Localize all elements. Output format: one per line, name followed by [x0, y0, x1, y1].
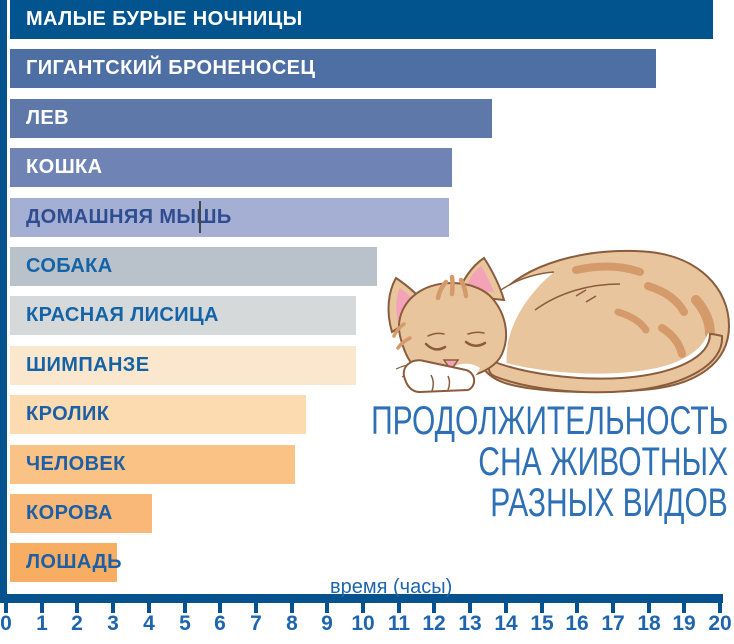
tick-label: 1 [36, 612, 48, 635]
text-cursor [199, 201, 201, 233]
axis-tick [40, 603, 44, 613]
tick-label: 14 [494, 612, 518, 635]
tick-label: 16 [565, 612, 589, 635]
axis-tick [397, 603, 401, 613]
tick-label: 13 [458, 612, 482, 635]
title-line: РАЗНЫХ ВИДОВ [490, 481, 728, 525]
tick-label: 4 [143, 612, 155, 635]
bar-row: СОБАКА [10, 247, 377, 286]
bar-row: ЛЕВ [10, 99, 492, 138]
title-line: ПРОДОЛЖИТЕЛЬНОСТЬ [370, 399, 728, 443]
tick-label: 7 [250, 612, 262, 635]
axis-tick [432, 603, 436, 613]
axis-tick [718, 603, 722, 613]
tick-label: 19 [672, 612, 696, 635]
sleeping-cat-illustration [387, 249, 731, 394]
bar-row: ЧЕЛОВЕК [10, 445, 295, 484]
bar-label: ЛОШАДЬ [26, 551, 122, 573]
axis-tick [575, 603, 579, 613]
axis-tick [504, 603, 508, 613]
bar-label: КРОЛИК [26, 403, 110, 425]
axis-tick [611, 603, 615, 613]
tick-label: 0 [0, 612, 12, 635]
axis-tick [75, 603, 79, 613]
bar-label: ЧЕЛОВЕК [26, 453, 126, 475]
axis-tick [540, 603, 544, 613]
bar-row: ГИГАНТСКИЙ БРОНЕНОСЕЦ [10, 49, 656, 88]
bar-row: ШИМПАНЗЕ [10, 346, 356, 385]
bar-label: ГИГАНТСКИЙ БРОНЕНОСЕЦ [26, 57, 316, 79]
axis-tick [254, 603, 258, 613]
axis-tick [290, 603, 294, 613]
tick-label: 12 [422, 612, 446, 635]
tick-label: 11 [387, 612, 411, 635]
tick-label: 17 [601, 612, 625, 635]
tick-label: 10 [351, 612, 375, 635]
bar-label: КОШКА [26, 156, 103, 178]
axis-tick [4, 603, 8, 613]
bar-label: ЛЕВ [26, 107, 70, 129]
tick-label: 9 [321, 612, 333, 635]
bar-row: КОРОВА [10, 494, 152, 533]
axis-tick [468, 603, 472, 613]
y-axis-line [0, 0, 7, 603]
tick-label: 5 [179, 612, 191, 635]
chart-title: ПРОДОЛЖИТЕЛЬНОСТЬ СНА ЖИВОТНЫХ РАЗНЫХ ВИДО… [252, 401, 728, 524]
axis-tick [682, 603, 686, 613]
bar-label: КОРОВА [26, 502, 113, 524]
tick-label: 20 [708, 612, 732, 635]
x-axis-title: время (часы) [330, 576, 453, 598]
axis-tick [147, 603, 151, 613]
axis-tick [218, 603, 222, 613]
bar-label: ШИМПАНЗЕ [26, 354, 150, 376]
bar-row: КОШКА [10, 148, 452, 187]
bars-container: МАЛЫЕ БУРЫЕ НОЧНИЦЫ ГИГАНТСКИЙ БРОНЕНОСЕЦ… [10, 0, 713, 582]
tick-label: 18 [637, 612, 661, 635]
bar-label: СОБАКА [26, 255, 113, 277]
axis-tick [183, 603, 187, 613]
tick-label: 8 [286, 612, 298, 635]
tick-label: 3 [107, 612, 119, 635]
tick-label: 6 [214, 612, 226, 635]
axis-tick [111, 603, 115, 613]
x-axis-line [0, 594, 723, 603]
bar-row: КРАСНАЯ ЛИСИЦА [10, 296, 356, 335]
tick-label: 15 [530, 612, 554, 635]
bar-row: ЛОШАДЬ [10, 543, 122, 582]
axis-tick [647, 603, 651, 613]
bar-label: МАЛЫЕ БУРЫЕ НОЧНИЦЫ [26, 8, 303, 30]
bar-row: КРОЛИК [10, 395, 306, 434]
bar-row: МАЛЫЕ БУРЫЕ НОЧНИЦЫ [10, 0, 713, 39]
axis-tick [325, 603, 329, 613]
bar-row: ДОМАШНЯЯ МЫШЬ [10, 198, 449, 237]
axis-tick [361, 603, 365, 613]
tick-label: 2 [71, 612, 83, 635]
bar-label: ДОМАШНЯЯ МЫШЬ [26, 206, 232, 228]
title-line: СНА ЖИВОТНЫХ [478, 440, 728, 484]
bar-label: КРАСНАЯ ЛИСИЦА [26, 304, 219, 326]
